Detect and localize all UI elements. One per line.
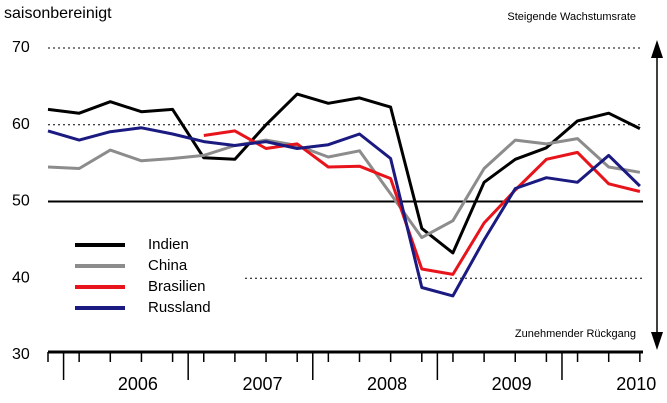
y-tick-label: 60 bbox=[12, 116, 30, 133]
x-tick-label: 2007 bbox=[242, 374, 282, 394]
y-tick-label: 30 bbox=[12, 346, 30, 363]
annotation: Zunehmender Rückgang bbox=[515, 328, 636, 340]
legend-label: China bbox=[148, 257, 188, 274]
y-tick-label: 70 bbox=[12, 39, 30, 56]
annotation: Steigende Wachstumsrate bbox=[507, 11, 636, 23]
series-line bbox=[47, 137, 641, 240]
y-tick-label: 40 bbox=[12, 269, 30, 286]
series-line bbox=[47, 92, 641, 255]
series-line bbox=[203, 129, 641, 276]
legend-label: Brasilien bbox=[148, 278, 206, 295]
x-tick-label: 2008 bbox=[367, 374, 407, 394]
chart-title: saisonbereinigt bbox=[4, 5, 112, 22]
x-tick-label: 2009 bbox=[492, 374, 532, 394]
legend-label: Russland bbox=[148, 299, 211, 316]
series-line bbox=[47, 126, 641, 298]
x-tick-label: 2006 bbox=[118, 374, 158, 394]
x-tick-label: 2010 bbox=[616, 374, 656, 394]
y-tick-label: 50 bbox=[12, 193, 30, 210]
arrow bbox=[651, 40, 663, 350]
legend-label: Indien bbox=[148, 236, 189, 253]
